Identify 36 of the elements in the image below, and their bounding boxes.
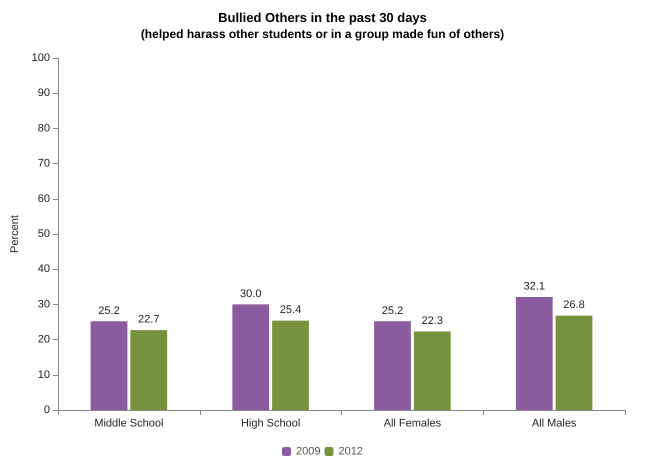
- y-tick-label: 100: [32, 52, 50, 64]
- data-label: 26.8: [563, 299, 585, 312]
- y-tick-label: 80: [38, 122, 50, 134]
- legend-label: 2012: [338, 446, 363, 458]
- y-tick-label: 30: [38, 298, 50, 310]
- bar: [556, 316, 592, 410]
- chart-subtitle: (helped harass other students or in a group made fun of others): [140, 27, 504, 41]
- data-label: 25.2: [382, 304, 404, 317]
- data-label: 32.1: [524, 280, 545, 293]
- bar: [414, 332, 451, 410]
- data-label: 22.3: [422, 315, 443, 328]
- bar: [374, 321, 411, 410]
- x-tick-label: Middle School: [94, 418, 164, 430]
- bar: [130, 330, 168, 410]
- bar: [516, 297, 553, 410]
- bar: [272, 320, 309, 410]
- x-tick-label: All Males: [532, 418, 577, 430]
- y-tick-label: 0: [44, 404, 50, 416]
- x-tick-label: High School: [240, 418, 300, 430]
- y-tick-label: 60: [38, 192, 50, 205]
- bar: [232, 304, 270, 410]
- legend-label: 2009: [296, 446, 321, 458]
- data-label: 25.4: [280, 304, 302, 316]
- y-tick-label: 40: [38, 263, 50, 276]
- data-label: 25.2: [98, 304, 120, 317]
- x-tick-label: All Females: [384, 418, 442, 430]
- y-tick-label: 10: [38, 368, 50, 381]
- bar: [90, 321, 128, 410]
- chart-title: Bullied Others in the past 30 days: [218, 10, 427, 25]
- y-tick-label: 70: [38, 158, 50, 170]
- data-label: 22.7: [138, 314, 160, 326]
- y-tick-label: 50: [38, 228, 50, 240]
- y-tick-label: 90: [38, 87, 50, 100]
- data-label: 30.0: [240, 288, 262, 300]
- y-tick-label: 20: [38, 334, 50, 346]
- y-axis-title: Percent: [9, 215, 22, 253]
